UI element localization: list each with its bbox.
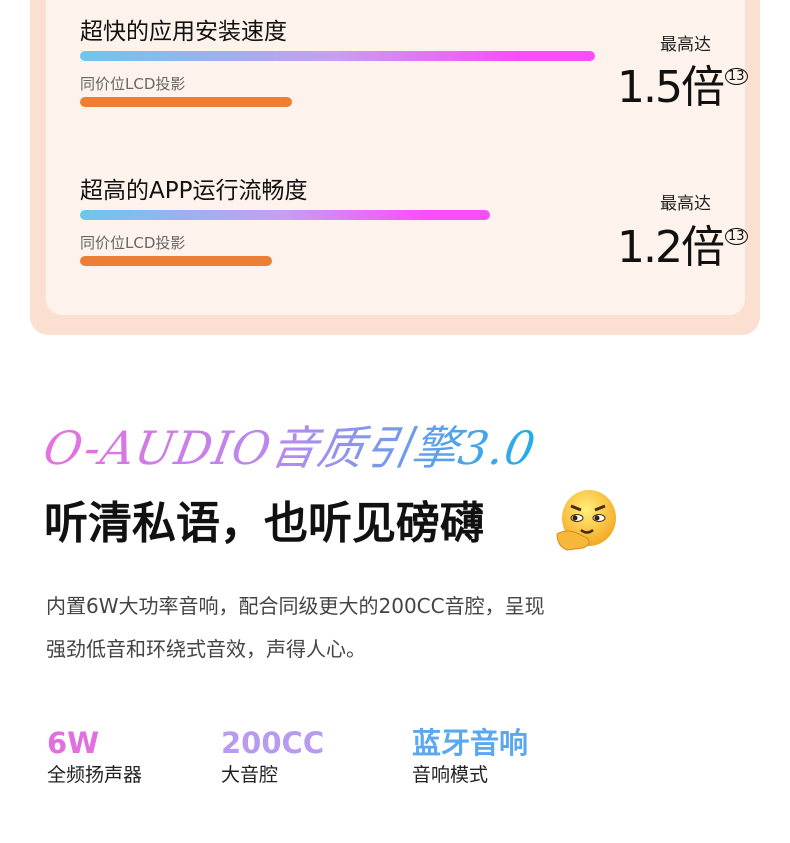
stat-speaker: 6W 全频扬声器 <box>47 729 142 785</box>
baseline-label: 同价位LCD投影 <box>80 234 186 252</box>
comparison-value: 1.2倍 13 <box>617 226 748 270</box>
headline: 听清私语，也听见磅礴 <box>44 498 484 549</box>
smirk-face-emoji-icon <box>556 490 616 551</box>
description-line: 强劲低音和环绕式音效，声得人心。 <box>46 637 366 661</box>
footnote-marker: 13 <box>724 68 748 85</box>
value-text: 1.2倍 <box>617 222 725 273</box>
stat-value: 蓝牙音响 <box>412 726 529 760</box>
baseline-bar <box>80 256 272 266</box>
stat-label: 全频扬声器 <box>47 764 143 786</box>
max-label: 最高达 <box>660 194 711 214</box>
max-label: 最高达 <box>660 35 711 55</box>
baseline-bar <box>80 97 292 107</box>
section-script-title: O-AUDIO音质引擎3.0 <box>39 412 541 478</box>
value-text: 1.5倍 <box>617 62 725 113</box>
comparison-title: 超高的APP运行流畅度 <box>80 178 308 204</box>
stat-label: 音响模式 <box>412 764 489 786</box>
baseline-label: 同价位LCD投影 <box>80 75 186 93</box>
stat-chamber: 200CC 大音腔 <box>221 729 324 785</box>
stat-bluetooth: 蓝牙音响 音响模式 <box>412 729 528 785</box>
footnote-marker: 13 <box>724 228 748 245</box>
comparison-title: 超快的应用安装速度 <box>80 19 287 45</box>
stat-value: 200CC <box>221 726 325 760</box>
description-line: 内置6W大功率音响，配合同级更大的200CC音腔，呈现 <box>46 594 545 618</box>
product-bar <box>80 210 490 220</box>
product-bar <box>80 51 595 61</box>
stat-label: 大音腔 <box>221 764 279 786</box>
stat-value: 6W <box>47 726 100 760</box>
comparison-value: 1.5倍 13 <box>617 66 748 110</box>
